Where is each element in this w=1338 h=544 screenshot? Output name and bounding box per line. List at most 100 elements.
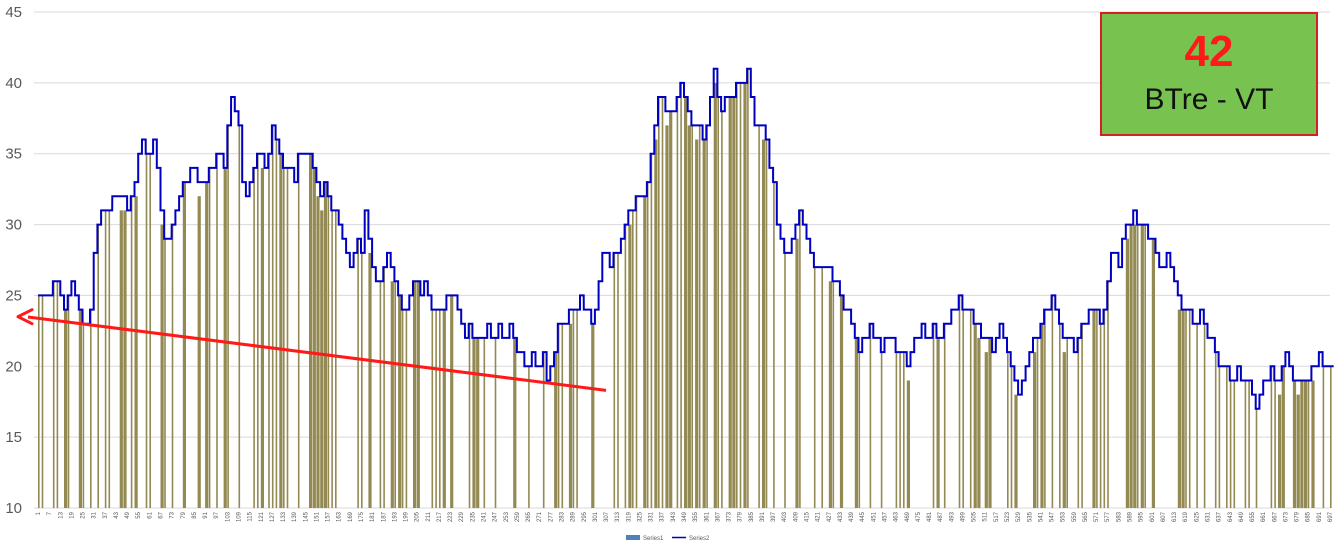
bar [943,323,946,508]
legend: Series1 Series2 [626,535,710,542]
x-tick-label: 163 [337,511,343,522]
bar [286,167,289,508]
x-tick-label: 559 [1072,511,1078,522]
bar [130,196,133,508]
bar [1033,352,1037,508]
x-tick-label: 547 [1050,511,1056,522]
bar [1203,323,1206,508]
bar [56,281,59,508]
bar [1226,366,1228,508]
bar [1077,337,1080,508]
y-tick-label: 40 [5,75,22,92]
x-tick-label: 37 [103,511,109,518]
bar [297,153,300,508]
x-tick-label: 571 [1094,511,1100,522]
arrow-head [16,308,34,326]
x-tick-label: 127 [270,511,276,522]
bar [795,238,799,508]
x-tick-label: 85 [192,511,198,518]
bar [613,252,616,508]
bar [90,309,92,508]
bar [1300,380,1304,508]
x-tick-label: 307 [604,511,610,522]
bar [1107,281,1109,508]
x-tick-label: 55 [136,511,142,518]
bar [762,139,766,508]
x-tick-label: 589 [1128,511,1134,522]
bar [208,167,211,508]
bar [732,97,736,508]
bar [1233,380,1236,508]
bar [1330,366,1332,508]
bar [899,352,901,508]
bar [327,196,330,508]
bar [1059,323,1061,508]
x-tick-label: 613 [1172,511,1178,522]
bar [1322,366,1325,508]
x-tick-label: 271 [537,511,543,522]
x-tick-label: 157 [326,511,332,522]
bar [1270,366,1273,508]
bar [1040,323,1044,508]
x-tick-label: 379 [738,511,744,522]
x-tick-label: 523 [1005,511,1011,522]
bar [1214,352,1217,508]
x-tick-label: 343 [671,511,677,522]
arrow-shaft [27,315,607,392]
y-tick-label: 45 [5,4,22,21]
bar [268,153,270,508]
bar [450,295,454,508]
bar [839,295,844,508]
bar [669,111,673,508]
bar [97,224,99,508]
bar [880,352,883,508]
y-tick-label: 15 [5,429,22,446]
x-tick-label: 673 [1283,511,1289,522]
x-tick-label: 697 [1328,511,1334,522]
x-tick-label: 151 [314,511,320,522]
bar [799,210,801,508]
bar [41,295,44,508]
x-tick-label: 205 [415,511,421,522]
bar [528,366,530,508]
bar [1307,380,1310,508]
bar [624,224,627,508]
bar [1010,366,1013,508]
bar [706,125,708,509]
x-tick-label: 115 [248,511,254,521]
x-tick-label: 7 [47,511,53,515]
series1-bars [38,68,1332,509]
bar [717,97,719,508]
x-tick-label: 187 [381,511,387,522]
x-tick-label: 367 [715,511,721,522]
bar [123,210,127,508]
bar [1014,394,1018,508]
x-tick-label: 229 [459,511,465,522]
bar [383,267,385,508]
bar [1092,309,1096,508]
bar [1185,309,1187,508]
x-tick-label: 643 [1228,511,1234,522]
bar [119,210,123,508]
bar [468,323,471,508]
bar [164,238,166,508]
bar [658,97,660,508]
x-tick-label: 601 [1150,511,1156,522]
bar [903,352,905,508]
score-badge: 42 BTre - VT [1100,12,1318,136]
x-tick-label: 193 [392,511,398,522]
x-tick-label: 199 [404,511,410,522]
bar [1304,380,1308,508]
x-tick-label: 31 [92,511,98,518]
x-tick-label: 145 [303,511,309,522]
x-tick-label: 667 [1272,511,1278,522]
bar [988,337,992,508]
x-tick-label: 109 [236,511,242,522]
bar [1181,309,1185,508]
bar [223,167,227,508]
x-tick-label: 97 [214,511,220,518]
x-tick-label: 169 [348,511,354,522]
bar [416,281,420,508]
bar [134,196,138,508]
bar [784,252,786,508]
